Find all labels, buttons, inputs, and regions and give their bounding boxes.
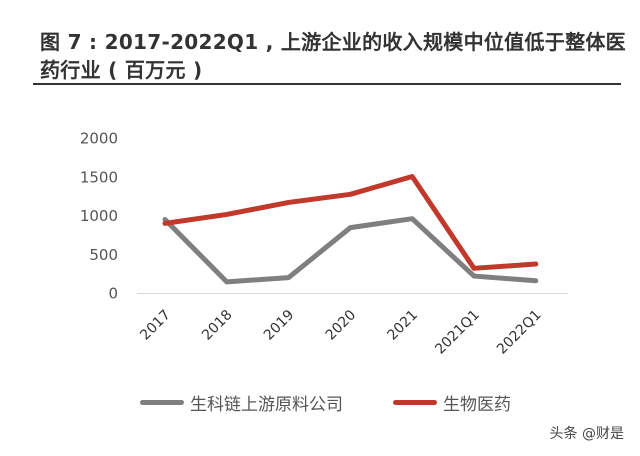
series-line-biomed xyxy=(162,173,539,271)
x-tick-label: 2022Q1 xyxy=(494,307,545,358)
legend-item-upstream: 生科链上游原料公司 xyxy=(140,390,343,415)
legend-label: 生物医药 xyxy=(443,395,511,415)
y-tick-label: 2000 xyxy=(80,130,118,148)
series-line-upstream xyxy=(162,216,539,285)
legend-label: 生科链上游原料公司 xyxy=(190,395,343,415)
y-tick-label: 1000 xyxy=(80,207,118,225)
x-tick-label: 2020 xyxy=(323,307,360,344)
watermark: 头条 @财是 xyxy=(549,426,624,442)
x-tick-label: 2019 xyxy=(261,307,298,344)
y-tick-label: 1500 xyxy=(80,168,118,186)
y-tick-label: 500 xyxy=(89,246,118,264)
y-tick-label: 0 xyxy=(108,285,118,303)
chart-title: 图 7 : 2017-2022Q1 , 上游企业的收入规模中位值低于整体医药行业… xyxy=(40,30,626,82)
x-tick-label: 2018 xyxy=(199,307,236,344)
legend-swatch-gray xyxy=(140,400,184,405)
x-tick-label: 2017 xyxy=(137,307,174,344)
legend-swatch-red xyxy=(393,400,437,405)
title-underline xyxy=(33,83,621,85)
x-tick-label: 2021 xyxy=(385,307,422,344)
x-tick-label: 2021Q1 xyxy=(432,307,483,358)
legend-item-biomed: 生物医药 xyxy=(393,390,511,415)
